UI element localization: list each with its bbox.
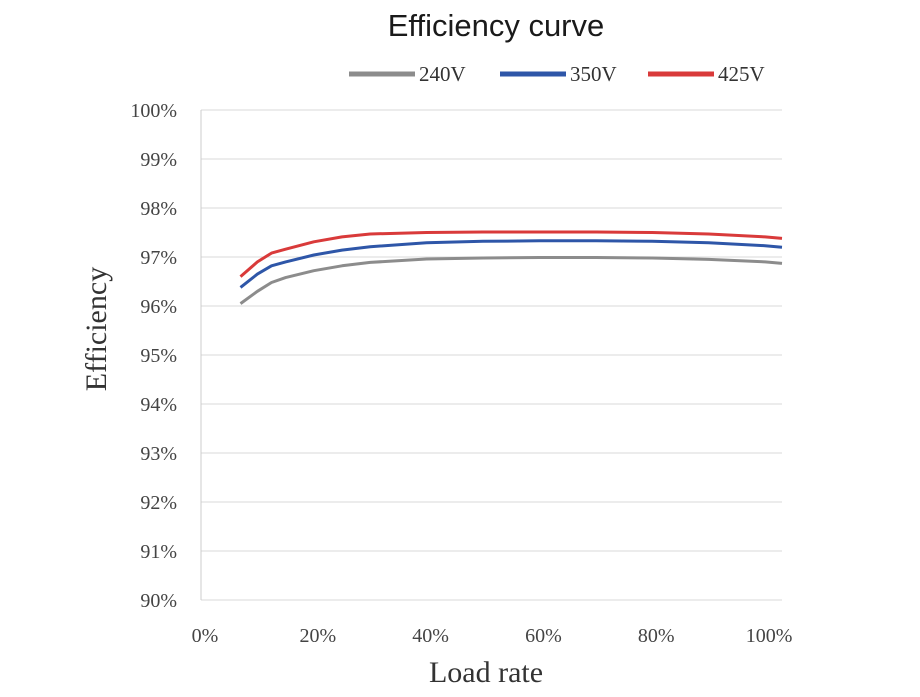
legend-label-240V: 240V <box>419 62 466 86</box>
legend-label-350V: 350V <box>570 62 617 86</box>
y-tick-label: 97% <box>140 247 177 269</box>
x-axis-ticks: 0% 20% 40% 60% 80% 100% <box>192 625 793 647</box>
y-tick-label: 94% <box>140 394 177 416</box>
x-tick-label: 20% <box>299 625 336 647</box>
y-tick-label: 98% <box>140 198 177 220</box>
y-axis-label: Efficiency <box>80 267 113 391</box>
x-tick-label: 60% <box>525 625 562 647</box>
x-tick-label: 40% <box>412 625 449 647</box>
series-line-350V <box>239 239 783 289</box>
chart-title: Efficiency curve <box>388 8 605 43</box>
series-line-240V <box>239 256 783 305</box>
y-tick-label: 91% <box>140 541 177 563</box>
y-tick-label: 96% <box>140 296 177 318</box>
x-tick-label: 80% <box>638 625 675 647</box>
y-tick-label: 99% <box>140 149 177 171</box>
legend: 240V 350V 425V <box>349 62 765 86</box>
x-tick-label: 0% <box>192 625 219 647</box>
y-tick-label: 100% <box>130 100 177 122</box>
y-tick-label: 90% <box>140 590 177 612</box>
x-axis-label: Load rate <box>429 656 543 689</box>
x-tick-label: 100% <box>746 625 793 647</box>
series-line-425V <box>239 230 783 278</box>
y-tick-label: 93% <box>140 443 177 465</box>
y-axis-ticks: 90% 91% 92% 93% 94% 95% 96% 97% 98% 99% 100% <box>130 100 177 612</box>
y-tick-label: 95% <box>140 345 177 367</box>
grid <box>200 109 782 601</box>
legend-label-425V: 425V <box>718 62 765 86</box>
series-lines <box>239 230 783 305</box>
y-tick-label: 92% <box>140 492 177 514</box>
